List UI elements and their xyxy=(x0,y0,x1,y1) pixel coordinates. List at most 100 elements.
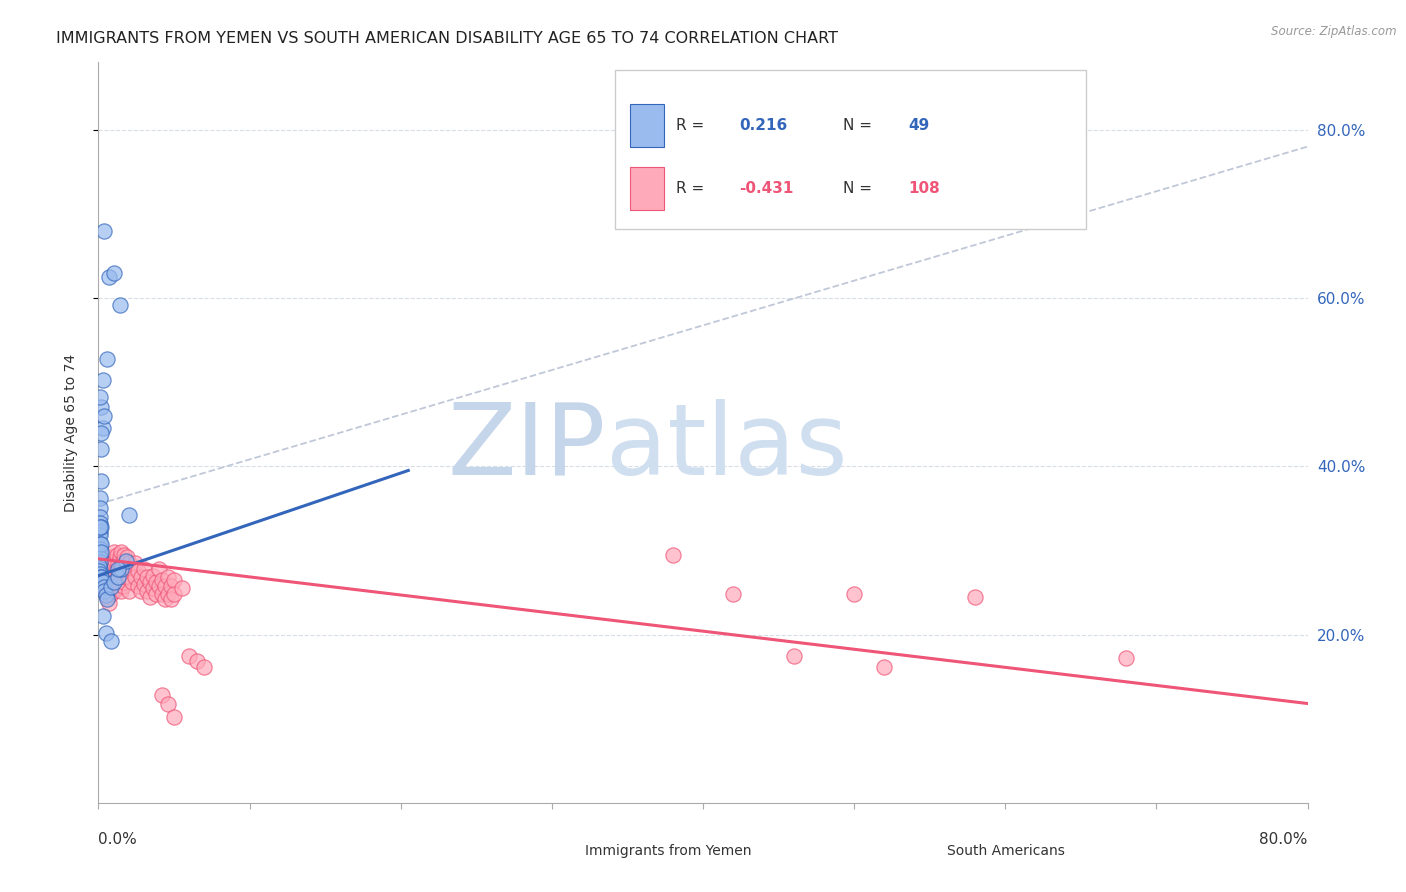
Point xyxy=(96,592,118,607)
Point xyxy=(98,596,121,610)
Point xyxy=(170,581,193,595)
Point xyxy=(107,556,129,570)
Text: N =: N = xyxy=(844,181,872,196)
Point xyxy=(96,556,118,570)
Point xyxy=(89,491,111,506)
Point xyxy=(111,553,134,567)
Point xyxy=(101,568,124,582)
Point xyxy=(661,548,683,562)
Point xyxy=(873,659,896,673)
Point xyxy=(965,590,987,604)
Point xyxy=(115,550,138,565)
Point xyxy=(89,566,111,581)
Point xyxy=(107,568,129,582)
Point xyxy=(103,570,125,584)
Point xyxy=(153,592,176,607)
Point xyxy=(89,559,111,574)
Point xyxy=(115,565,138,579)
Point xyxy=(93,583,115,598)
Point xyxy=(90,545,112,559)
Point xyxy=(91,374,114,388)
Point xyxy=(127,565,149,579)
Point xyxy=(100,565,122,579)
Point xyxy=(114,570,136,584)
Point xyxy=(145,575,167,590)
Point xyxy=(104,553,127,567)
Point xyxy=(89,555,111,569)
Text: South Americans: South Americans xyxy=(948,844,1066,858)
Point xyxy=(94,562,117,576)
Point xyxy=(107,581,129,595)
Point xyxy=(114,556,136,570)
Point xyxy=(142,581,165,595)
Point xyxy=(94,583,117,598)
Point xyxy=(135,583,157,598)
Point xyxy=(96,566,118,581)
Point xyxy=(110,558,132,573)
Point xyxy=(89,536,111,550)
Point xyxy=(844,587,866,601)
Text: 108: 108 xyxy=(908,181,941,196)
Point xyxy=(90,401,112,415)
Point xyxy=(112,548,135,562)
Text: 80.0%: 80.0% xyxy=(1260,831,1308,847)
Point xyxy=(1115,651,1137,665)
Point xyxy=(93,224,115,238)
Point xyxy=(91,609,114,624)
Point xyxy=(108,562,131,576)
Point xyxy=(118,508,141,522)
Point xyxy=(91,421,114,435)
Point xyxy=(89,562,111,576)
Point xyxy=(104,566,127,581)
Text: N =: N = xyxy=(844,118,872,133)
Point xyxy=(112,575,135,590)
Point xyxy=(91,575,114,590)
Point xyxy=(98,270,121,285)
Text: -0.431: -0.431 xyxy=(740,181,793,196)
Point xyxy=(139,575,162,590)
Point xyxy=(101,581,124,595)
Point xyxy=(105,562,128,576)
Point xyxy=(156,570,179,584)
Point xyxy=(105,548,128,562)
Point xyxy=(118,570,141,584)
Point xyxy=(90,556,112,570)
Point xyxy=(93,570,115,584)
Point xyxy=(90,442,112,457)
Point xyxy=(121,562,143,576)
Point xyxy=(91,565,114,579)
Text: R =: R = xyxy=(676,118,704,133)
Point xyxy=(163,710,186,724)
Point xyxy=(90,425,112,440)
Text: 49: 49 xyxy=(908,118,929,133)
Point xyxy=(127,579,149,593)
Point xyxy=(89,562,111,576)
Point xyxy=(103,545,125,559)
Point xyxy=(94,625,117,640)
Point xyxy=(142,568,165,582)
Point xyxy=(89,546,111,560)
Point xyxy=(111,579,134,593)
Text: ZIP: ZIP xyxy=(449,399,606,496)
Point xyxy=(90,475,112,489)
Point xyxy=(89,564,111,578)
Point xyxy=(139,590,162,604)
Text: Immigrants from Yemen: Immigrants from Yemen xyxy=(585,844,751,858)
Point xyxy=(90,570,112,584)
Point xyxy=(160,579,183,593)
Point xyxy=(108,575,131,590)
Point xyxy=(783,648,806,663)
Point xyxy=(148,579,170,593)
Point xyxy=(160,592,183,607)
Point xyxy=(100,587,122,601)
Point xyxy=(100,580,122,594)
Point xyxy=(98,583,121,598)
Point xyxy=(150,587,173,601)
Point xyxy=(110,573,132,587)
Text: 0.216: 0.216 xyxy=(740,118,787,133)
Point xyxy=(132,562,155,576)
Point xyxy=(121,575,143,590)
Point xyxy=(118,583,141,598)
Point xyxy=(89,501,111,516)
Point xyxy=(148,562,170,576)
